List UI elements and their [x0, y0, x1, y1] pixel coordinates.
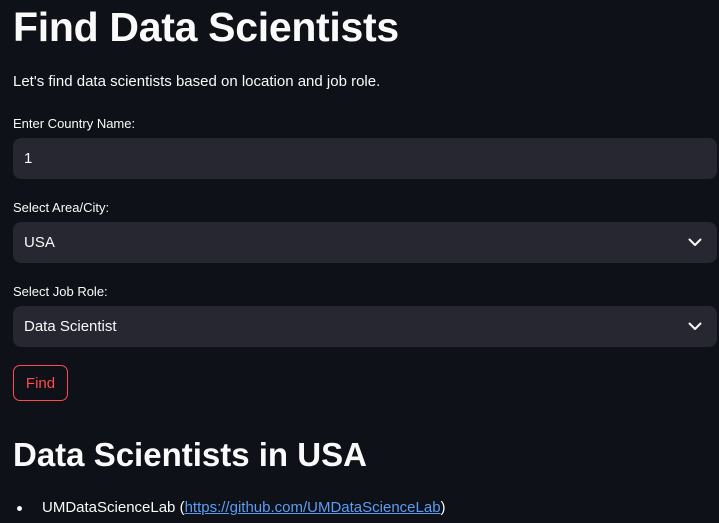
- country-input[interactable]: [24, 150, 684, 167]
- list-item: UMDataScienceLab (https://github.com/UMD…: [13, 497, 446, 519]
- role-label: Select Job Role:: [13, 284, 108, 299]
- page-title: Find Data Scientists: [13, 4, 399, 50]
- area-select-value: USA: [24, 234, 55, 251]
- country-label: Enter Country Name:: [13, 116, 136, 131]
- role-select[interactable]: Data Scientist: [13, 306, 717, 347]
- results-heading: Data Scientists in USA: [13, 436, 367, 473]
- page-subtitle: Let's find data scientists based on loca…: [13, 73, 381, 90]
- open-paren: (: [179, 499, 185, 516]
- close-paren: ): [440, 499, 446, 516]
- role-select-value: Data Scientist: [24, 318, 117, 335]
- chevron-down-icon: [686, 318, 704, 336]
- result-link[interactable]: https://github.com/UMDataScienceLab: [184, 499, 441, 516]
- bullet-icon: [17, 506, 22, 511]
- country-input-container[interactable]: [13, 138, 717, 179]
- area-label: Select Area/City:: [13, 200, 110, 215]
- find-button[interactable]: Find: [13, 365, 68, 401]
- chevron-down-icon: [686, 234, 704, 252]
- area-select[interactable]: USA: [13, 222, 717, 263]
- results-list: UMDataScienceLab (https://github.com/UMD…: [13, 497, 446, 519]
- result-name: UMDataScienceLab: [42, 499, 176, 516]
